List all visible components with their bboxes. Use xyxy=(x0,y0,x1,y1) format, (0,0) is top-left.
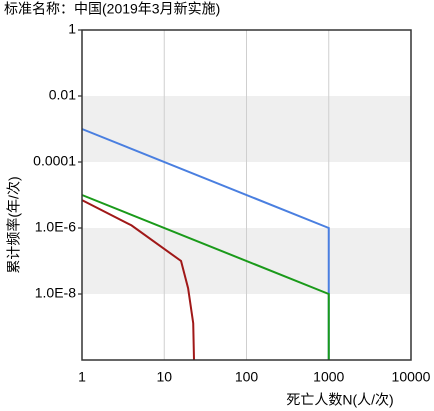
y-axis-label: 累计频率(年/次) xyxy=(6,176,22,273)
series-line xyxy=(81,199,196,361)
y-tick-label: 1.0E-6 xyxy=(35,219,76,235)
x-tick-label: 1000 xyxy=(313,369,344,385)
y-tick-label: 1 xyxy=(68,21,76,37)
x-tick-label: 100 xyxy=(235,369,259,385)
x-tick-label: 10000 xyxy=(392,369,431,385)
y-tick-label: 1.0E-8 xyxy=(35,285,76,301)
y-tick-label: 0.01 xyxy=(49,87,76,103)
series-line xyxy=(81,194,330,360)
x-tick-label: 1 xyxy=(78,369,86,385)
plot-frame xyxy=(81,29,412,361)
x-tick-label: 10 xyxy=(156,369,172,385)
chart-title: 标准名称：中国(2019年3月新实施) xyxy=(4,1,220,17)
y-tick-label: 0.0001 xyxy=(33,153,76,169)
x-axis-label: 死亡人数N(人/次) xyxy=(286,392,393,408)
